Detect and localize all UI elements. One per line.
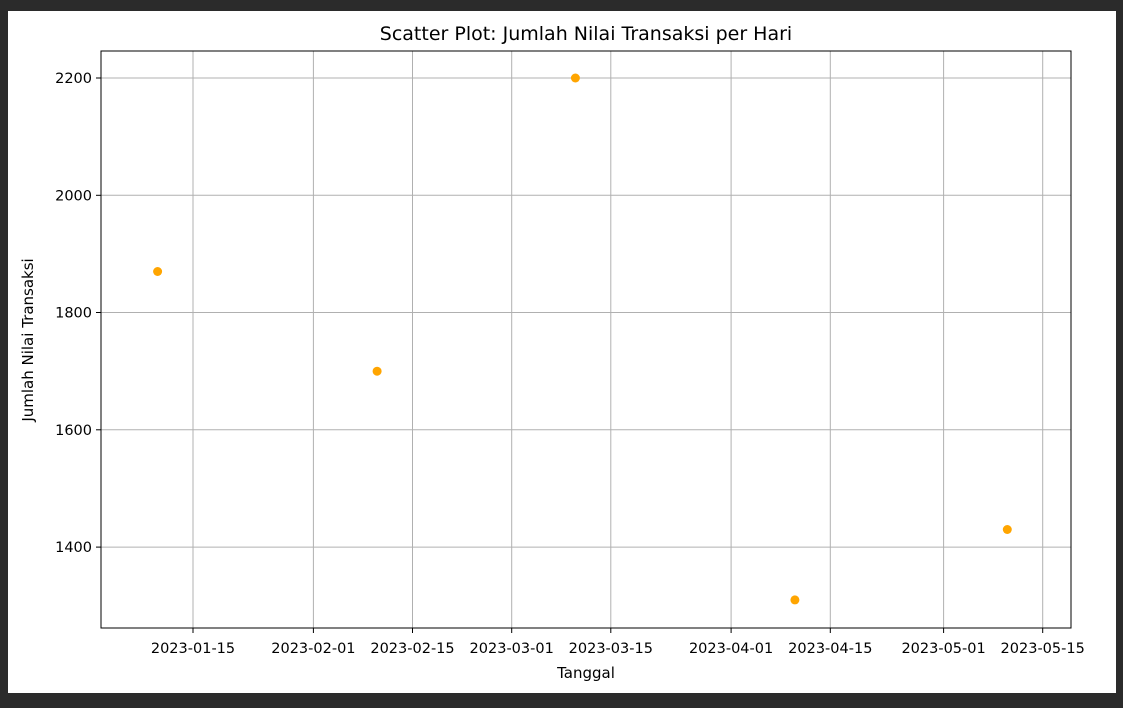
data-point bbox=[570, 73, 580, 83]
chart-title: Scatter Plot: Jumlah Nilai Transaksi per… bbox=[380, 23, 792, 45]
x-tick-label: 2023-05-15 bbox=[1001, 641, 1085, 657]
x-tick-label: 2023-05-01 bbox=[901, 641, 985, 657]
grid-lines bbox=[101, 51, 1071, 628]
x-tick-label: 2023-04-15 bbox=[788, 641, 872, 657]
data-point bbox=[372, 366, 382, 376]
y-tick-label: 1800 bbox=[55, 306, 92, 322]
x-tick-label: 2023-04-01 bbox=[689, 641, 773, 657]
y-tick-label: 1600 bbox=[55, 423, 92, 439]
x-tick-label: 2023-03-15 bbox=[569, 641, 653, 657]
y-tick-label: 2000 bbox=[55, 188, 92, 204]
plot-area-frame bbox=[100, 50, 1072, 629]
data-point bbox=[790, 595, 800, 605]
x-tick-label: 2023-02-15 bbox=[370, 641, 454, 657]
y-axis-label: Jumlah Nilai Transaksi bbox=[19, 258, 37, 422]
data-point bbox=[153, 267, 163, 276]
y-tick-label: 1400 bbox=[55, 540, 92, 556]
x-tick-label: 2023-01-15 bbox=[151, 641, 235, 657]
data-points bbox=[153, 73, 1012, 605]
data-point bbox=[1002, 525, 1012, 534]
x-axis-label: Tanggal bbox=[556, 664, 615, 682]
x-tick-label: 2023-03-01 bbox=[470, 641, 554, 657]
axis-ticks: 2023-01-15 2023-02-01 2023-02-15 2023-03-01… bbox=[55, 71, 1085, 657]
y-tick-label: 2200 bbox=[55, 71, 92, 87]
x-tick-label: 2023-02-01 bbox=[271, 641, 355, 657]
